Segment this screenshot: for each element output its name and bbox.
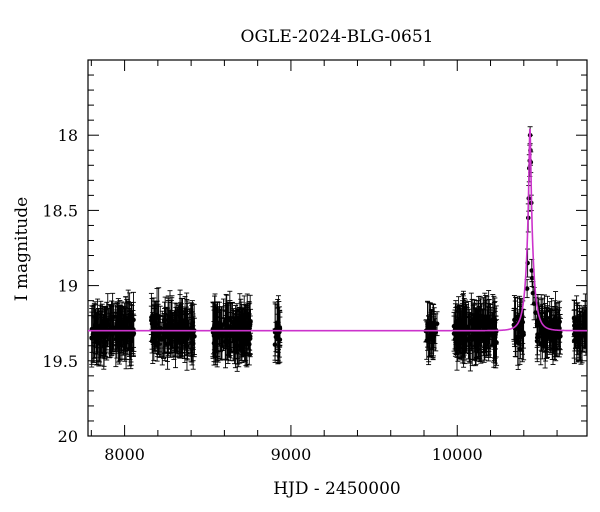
data-point [149,321,155,327]
data-point [109,317,115,322]
data-point [152,324,157,330]
data-point [127,331,133,337]
data-point [453,320,459,325]
data-point [557,325,562,331]
data-point [175,331,181,336]
data-point [524,286,530,291]
data-point [189,330,194,336]
data-point [583,324,587,330]
data-point [424,338,430,343]
data-point [156,314,161,319]
data-point [573,330,578,336]
data-point [529,275,535,281]
data-point [149,315,154,320]
data-point [277,326,283,332]
plot-frame [87,59,588,437]
data-point [464,325,469,330]
data-point [583,317,587,323]
data-point [115,314,121,320]
x-tick-label: 8000 [104,445,145,464]
data-point [467,334,473,340]
y-tick-label: 18 [58,126,78,145]
data-point [534,338,540,344]
data-point [219,330,225,336]
data-point [272,342,278,347]
chart-title: OGLE-2024-BLG-0651 [241,27,434,47]
data-point [550,329,556,335]
y-tick-label: 18.5 [42,201,78,220]
data-point [126,316,131,321]
data-point [106,322,111,328]
data-point [211,340,217,346]
data-point [161,334,166,340]
data-point [481,317,486,322]
model-curve [88,128,587,332]
data-point [104,331,110,337]
data-point [113,337,119,342]
y-tick-label: 19 [58,277,78,296]
data-point [537,323,542,328]
data-point [167,320,173,326]
y-axis-label: I magnitude [12,197,32,301]
x-tick-label: 9000 [271,445,312,464]
data-point [543,334,548,340]
data-point [454,336,459,342]
data-point [90,331,96,337]
data-point [243,321,248,326]
data-point [247,332,252,338]
data-point [535,317,541,323]
data-point [483,335,489,341]
data-point [122,335,128,341]
plot-area: 8000 9000 10000 18 18.5 19 19.5 20 [42,59,588,464]
data-point [471,320,477,326]
data-point [165,341,170,347]
data-point [492,320,498,325]
x-tick-label: 10000 [432,445,483,464]
data-point [572,319,577,324]
data-point [553,321,558,327]
data-point [518,330,523,335]
data-point [476,332,482,338]
data-point [184,324,190,330]
data-point [180,323,185,328]
data-point [215,322,220,328]
data-point [225,339,231,344]
data-point [460,334,465,340]
y-tick-label: 20 [58,427,78,446]
data-point [233,337,238,343]
x-axis-label: HJD - 2450000 [273,479,401,499]
data-point [117,318,123,324]
data-point [99,330,105,336]
y-tick-label: 19.5 [42,352,78,371]
data-point [579,333,585,339]
data-point [533,310,538,315]
data-point [241,335,246,340]
data-point [461,318,466,323]
data-point [97,326,103,332]
data-point [227,333,233,339]
